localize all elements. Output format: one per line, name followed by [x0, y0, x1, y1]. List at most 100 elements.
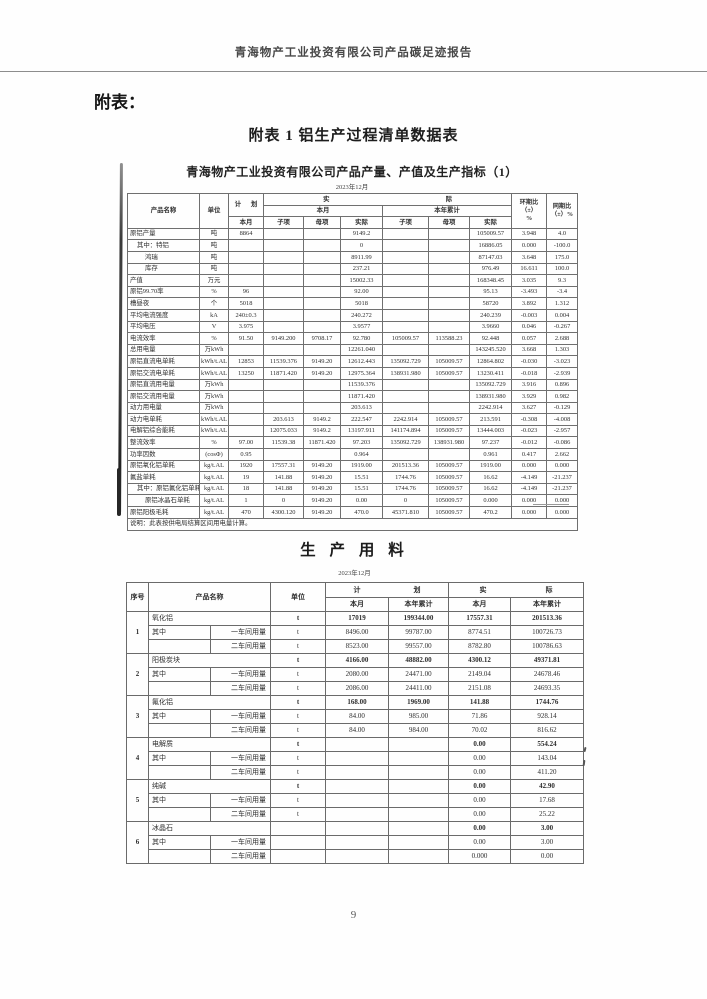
col-mom-ratio: 环期比（±） %	[511, 193, 548, 229]
col-actual-ytd: 本年累计	[510, 596, 584, 612]
table-cell: 17557.31	[448, 611, 511, 626]
table-cell: 11539.376	[263, 355, 304, 368]
table-cell	[228, 274, 264, 287]
table-cell	[388, 737, 449, 752]
table-row: 二车间用量 0.000 0.00	[127, 849, 584, 864]
table-cell: -2.939	[546, 366, 579, 380]
table-row: 其中：原铝氟化铝单耗 kg/t.AL 18 141.88 9149.20 15.51 174…	[127, 482, 579, 496]
table-cell	[228, 250, 264, 264]
table-cell: t	[270, 681, 326, 696]
table-cell: 3	[126, 695, 149, 738]
table-cell: 2.662	[546, 448, 579, 461]
table-row: 其中：特铝吨 0 16886.05 0.000 -100.0	[127, 239, 579, 252]
table-cell: 470	[228, 506, 264, 519]
table-cell: 42.90	[510, 779, 584, 794]
plan-label-left: 计	[234, 201, 242, 209]
col-sub-item: 子项	[263, 216, 304, 229]
table-cell	[263, 401, 304, 415]
table-cell: 87147.03	[468, 250, 513, 264]
table-row: 原铝直流电单耗 kWh/t.AL 12853 11539.376 9149.20 1261…	[127, 355, 579, 368]
table-cell: -0.012	[511, 436, 548, 450]
table-cell: 3.00	[510, 835, 584, 850]
table-cell	[325, 779, 389, 794]
table-cell: 动力用电量	[127, 401, 200, 415]
table-cell	[428, 285, 470, 299]
table-cell	[263, 378, 304, 392]
table-cell: 554.24	[510, 737, 584, 752]
table-row: 原铝产量吨 8864 9149.2 105009.57 3.948 4.0	[127, 227, 579, 241]
table-cell: 168.00	[325, 695, 389, 710]
table-cell: 阳极炭块	[148, 653, 271, 668]
table-cell: 1919.00	[340, 459, 383, 473]
table-cell: 816.62	[510, 723, 584, 738]
table-cell	[388, 807, 449, 822]
table-cell	[428, 343, 470, 357]
table-cell	[388, 835, 449, 850]
col-actual-value: 实际	[340, 216, 383, 229]
table-cell	[428, 390, 470, 403]
table-cell: 9149.2	[340, 227, 383, 241]
table-cell: 13444.003	[468, 424, 513, 438]
table-cell	[382, 401, 429, 415]
table-cell: 9149.20	[303, 494, 341, 508]
table-cell: 92.780	[340, 332, 383, 345]
table-cell: 95.13	[468, 285, 513, 299]
table-cell	[148, 849, 211, 864]
table-cell: 其中	[148, 625, 211, 640]
table-cell: 0.00	[448, 765, 511, 780]
table-cell: 0.000	[468, 494, 513, 508]
production-materials-section: 生 产 用 料 2023年12月 序号 产品名称 单位 计 划	[126, 538, 584, 864]
table-cell	[303, 343, 341, 357]
table-cell: kA	[199, 308, 229, 322]
table-cell: 万kWh	[199, 390, 229, 403]
table-cell: 97.237	[468, 436, 513, 450]
table-row: 本月 本年累计	[128, 204, 578, 218]
table-row: 原铝氧化铝单耗 kg/t.AL 1920 17557.31 9149.20 1919.00…	[127, 459, 579, 473]
table-cell: 9149.2	[303, 413, 341, 426]
table-cell	[228, 424, 264, 438]
table-cell	[228, 390, 264, 403]
table-row: 库存吨 237.21 976.49 16.611 100.0	[127, 262, 579, 276]
table-cell: t	[270, 653, 326, 668]
table-cell: 16.611	[511, 262, 548, 276]
table-cell: 一车间用量	[210, 793, 271, 808]
actual-label-right: 际	[545, 585, 553, 594]
table-cell: -100.0	[546, 239, 579, 252]
table-row: 5 纯碱 t 0.00 42.90	[126, 779, 584, 822]
table-cell: 氟盐单耗	[127, 471, 200, 484]
table-cell	[228, 378, 264, 392]
col-seq: 序号	[126, 582, 149, 612]
table-cell: 0.00	[448, 793, 511, 808]
table-cell: 万元	[199, 274, 229, 287]
table-row: 二车间用量 t 84.00 984.00 70.02 816.62	[127, 723, 584, 738]
table-row: 其中 一车间用量 0.00 3.00	[127, 835, 584, 850]
table-cell: 12975.364	[340, 366, 383, 380]
table-cell: 105009.57	[428, 494, 470, 508]
table-cell	[303, 297, 341, 310]
table-cell	[148, 639, 211, 654]
table1-caption: 附表 1 铝生产过程清单数据表	[248, 128, 459, 144]
table-cell	[382, 448, 429, 461]
table-cell: %	[199, 332, 229, 345]
table-cell: 17.68	[510, 793, 584, 808]
table-cell	[228, 413, 264, 426]
table-cell	[382, 378, 429, 392]
table-cell: 原铝交流用电量	[127, 390, 200, 403]
table-cell: 0.00	[448, 821, 511, 836]
table-cell: t	[270, 779, 326, 794]
table-cell: 105009.57	[428, 471, 470, 484]
table-row: 2 阳极炭块 t 4166.00 48882.00 4300.12 49371.81	[126, 653, 584, 696]
table-cell	[325, 793, 389, 808]
table-cell	[270, 821, 326, 836]
table-cell: 2149.04	[448, 667, 511, 682]
table-cell	[303, 390, 341, 403]
table-cell	[428, 239, 470, 252]
table1-title: 青海物产工业投资有限公司产品产量、产值及生产指标（1）	[186, 165, 518, 179]
table-cell: 92.00	[340, 285, 383, 299]
table-cell: -0.003	[511, 308, 548, 322]
table-cell	[303, 274, 341, 287]
table-cell: 141.88	[263, 471, 304, 484]
table-cell: 9149.2	[303, 424, 341, 438]
table-cell	[382, 262, 429, 276]
